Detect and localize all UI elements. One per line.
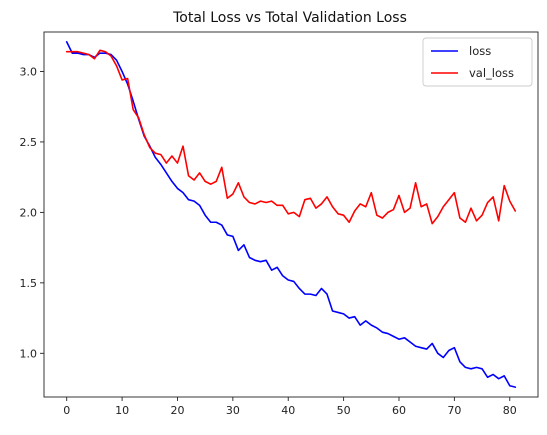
series-layer	[65, 41, 517, 388]
y-axis: 1.0 1.5 2.0 2.5 3.0	[20, 65, 44, 360]
legend-box	[422, 37, 533, 87]
chart-title: Total Loss vs Total Validation Loss	[172, 10, 407, 26]
legend-label-loss: loss	[469, 44, 491, 58]
x-tick-label: 10	[115, 404, 129, 417]
x-axis: 0 10 20 30 40 50 60 70 80	[63, 397, 517, 417]
y-tick-label: 2.0	[20, 206, 38, 219]
legend-label-val-loss: val_loss	[469, 66, 514, 80]
legend: loss val_loss	[422, 37, 533, 87]
plot-area-frame	[43, 31, 539, 398]
x-tick-label: 80	[503, 404, 517, 417]
series-line-val-loss	[65, 49, 517, 225]
x-tick-label: 40	[281, 404, 295, 417]
x-tick-label: 60	[392, 404, 406, 417]
y-tick-label: 1.0	[20, 347, 38, 360]
y-tick-label: 1.5	[20, 277, 38, 290]
x-tick-label: 0	[63, 404, 70, 417]
x-tick-label: 30	[226, 404, 240, 417]
x-tick-label: 50	[337, 404, 351, 417]
y-tick-label: 3.0	[20, 65, 38, 78]
series-line-loss	[65, 41, 517, 388]
y-tick-label: 2.5	[20, 136, 38, 149]
x-tick-label: 20	[170, 404, 184, 417]
x-tick-label: 70	[447, 404, 461, 417]
